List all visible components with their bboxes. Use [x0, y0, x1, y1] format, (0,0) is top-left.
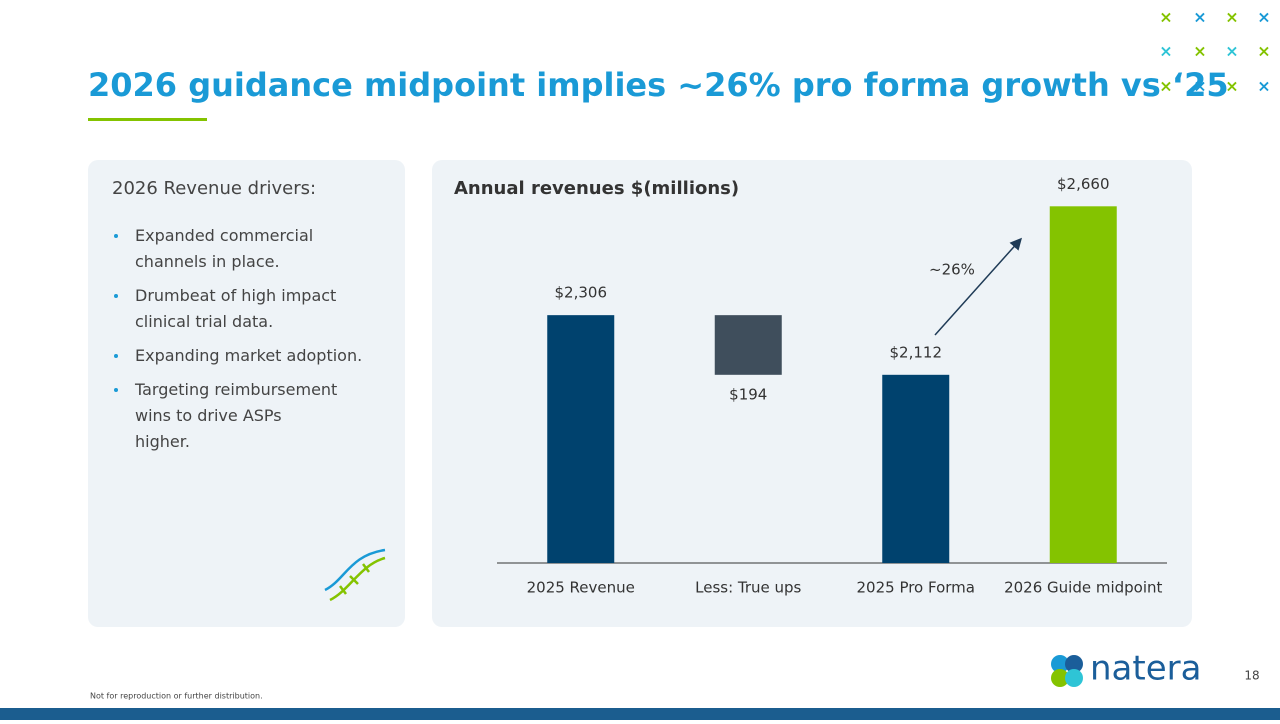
data-label: $194 — [729, 385, 767, 403]
slide-title: 2026 guidance midpoint implies ~26% pro … — [88, 66, 1229, 104]
growth-arrow — [934, 237, 1023, 336]
chart-title: Annual revenues $(millions) — [454, 178, 739, 199]
bullet-dot — [114, 388, 118, 392]
svg-text:×: × — [1159, 77, 1172, 96]
bar — [882, 374, 950, 563]
title-underline — [88, 118, 207, 121]
chart-panel — [432, 160, 1192, 627]
svg-text:×: × — [1225, 42, 1238, 61]
svg-text:×: × — [1159, 8, 1172, 27]
dna-icon — [324, 548, 386, 602]
svg-text:×: × — [1193, 8, 1206, 27]
data-label: $2,306 — [555, 284, 608, 302]
driver-item: Drumbeat of high impact clinical trial da… — [135, 286, 336, 331]
svg-text:×: × — [1193, 42, 1206, 61]
x-tick-label: 2025 Pro Forma — [857, 579, 975, 597]
drivers-list: Expanded commercial channels in place. Dru… — [114, 226, 362, 451]
bar — [547, 315, 615, 563]
growth-annotation: ~26% — [929, 261, 975, 279]
driver-item: Expanded commercial channels in place. — [135, 226, 313, 271]
svg-text:×: × — [1257, 77, 1270, 96]
svg-text:×: × — [1225, 8, 1238, 27]
chart: 2025 Revenue $2,306 Less: True ups $194 2025… — [527, 175, 1163, 597]
data-label: $2,660 — [1057, 175, 1110, 193]
svg-text:×: × — [1225, 77, 1238, 96]
bar — [1049, 206, 1117, 564]
drivers-heading: 2026 Revenue drivers: — [112, 178, 316, 199]
svg-text:×: × — [1257, 42, 1270, 61]
svg-text:×: × — [1257, 8, 1270, 27]
bullet-dot — [114, 294, 118, 298]
bullet-dot — [114, 354, 118, 358]
drivers-panel — [88, 160, 405, 627]
page-number: 18 — [1244, 669, 1259, 683]
bar — [714, 315, 782, 375]
logo-text: natera — [1090, 649, 1201, 689]
x-tick-label: Less: True ups — [695, 579, 801, 597]
x-tick-label: 2026 Guide midpoint — [1004, 579, 1162, 597]
decor-crosses: × × × × × × × × × × × × — [1159, 8, 1270, 96]
driver-item: Expanding market adoption. — [135, 346, 362, 365]
driver-item: Targeting reimbursement wins to drive ASP… — [134, 380, 337, 451]
footer-note: Not for reproduction or further distribu… — [90, 692, 263, 701]
x-tick-label: 2025 Revenue — [527, 579, 635, 597]
logo: natera — [1051, 649, 1201, 689]
footer-band — [0, 708, 1280, 720]
data-label: $2,112 — [890, 343, 943, 361]
svg-text:×: × — [1159, 42, 1172, 61]
bullet-dot — [114, 234, 118, 238]
svg-text:×: × — [1193, 77, 1206, 96]
